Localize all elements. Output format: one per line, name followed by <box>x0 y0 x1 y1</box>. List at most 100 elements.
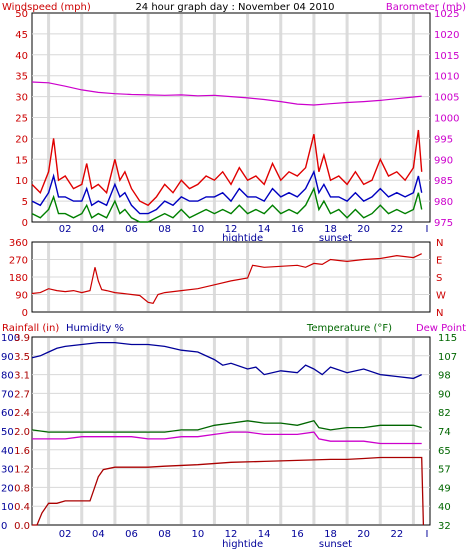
barometer-tick-label: 1015 <box>434 51 459 62</box>
x-tick-label: 02 <box>59 224 72 235</box>
barometer-tick-label: 1010 <box>434 72 459 83</box>
windspeed-tick-label: 10 <box>15 176 28 187</box>
humidity-tick-label: 80 <box>1 371 14 382</box>
sunset-annotation: sunset <box>319 233 352 244</box>
x-tick-label: 06 <box>125 224 138 235</box>
temperature-tick-label: 82 <box>438 408 451 419</box>
rainfall-tick-label: 0.4 <box>14 502 30 513</box>
x-tick-label: 10 <box>191 224 204 235</box>
barometer-tick-label: 1005 <box>434 93 459 104</box>
x-tick-label: 18 <box>324 529 337 540</box>
compass-tick-label: S <box>436 273 442 284</box>
temperature-tick-label: 115 <box>438 333 457 344</box>
temperature-tick-label: 32 <box>438 521 451 532</box>
humidity-tick-label: 40 <box>1 446 14 457</box>
humidity-axis-label: Humidity % <box>66 323 124 334</box>
rainfall-tick-label: 2.0 <box>14 427 30 438</box>
chart-title: 24 hour graph day : November 04 2010 <box>135 2 334 13</box>
direction-tick-label: 180 <box>9 273 28 284</box>
x-tick-label: 20 <box>357 529 370 540</box>
barometer-axis-label: Barometer (mb) <box>386 2 466 13</box>
x-tick-label: 02 <box>59 529 72 540</box>
windspeed-tick-label: 25 <box>15 114 28 125</box>
windspeed-axis-label: Windspeed (mph) <box>2 2 91 13</box>
x-tick-label: 14 <box>258 224 271 235</box>
x-tick-label: 10 <box>191 529 204 540</box>
x-tick-label: 22 <box>390 529 403 540</box>
humidity-tick-label: 60 <box>1 408 14 419</box>
rainfall-tick-label: 0.0 <box>14 521 30 532</box>
x-tick-label: 08 <box>158 224 171 235</box>
series-dewpoint-line <box>32 431 422 445</box>
rainfall-tick-label: 1.2 <box>14 465 30 476</box>
temperature-tick-label: 57 <box>438 465 451 476</box>
series-min-line <box>31 186 423 223</box>
rainfall-tick-label: 3.5 <box>14 352 30 363</box>
x-tick-label: 20 <box>357 224 370 235</box>
series-rain-line <box>32 456 425 526</box>
temperature-axis-label: Temperature (°F) <box>306 323 392 334</box>
temperature-tick-label: 65 <box>438 446 451 457</box>
series-gust-line <box>31 129 423 207</box>
humidity-tick-label: 90 <box>1 352 14 363</box>
compass-tick-label: E <box>436 256 442 267</box>
sunset-annotation: sunset <box>319 539 352 550</box>
compass-tick-label: N <box>436 308 443 319</box>
humidity-tick-label: 50 <box>1 427 14 438</box>
end-marker: I <box>426 529 429 540</box>
windspeed-tick-label: 0 <box>22 218 28 229</box>
compass-tick-label: W <box>436 291 446 302</box>
barometer-tick-label: 980 <box>434 197 453 208</box>
x-tick-label: 12 <box>225 224 238 235</box>
dewpoint-axis-label: Dew Point <box>416 323 466 334</box>
series-average-line <box>31 169 423 215</box>
hightide-annotation: hightide <box>222 539 263 550</box>
humidity-temperature-panel: Rainfall (in) Humidity % Temperature (°F) D… <box>1 323 466 550</box>
windspeed-tick-label: 35 <box>15 72 28 83</box>
windspeed-tick-label: 20 <box>15 134 28 145</box>
humidity-tick-label: 30 <box>1 465 14 476</box>
humidity-tick-label: 20 <box>1 483 14 494</box>
direction-tick-label: 0 <box>22 308 28 319</box>
x-tick-label: 16 <box>291 224 304 235</box>
windspeed-tick-label: 30 <box>15 93 28 104</box>
rainfall-tick-label: 3.9 <box>14 333 30 344</box>
humidity-tick-label: 100 <box>1 333 20 344</box>
direction-tick-label: 270 <box>9 256 28 267</box>
windspeed-tick-label: 40 <box>15 51 28 62</box>
windspeed-tick-label: 5 <box>22 197 28 208</box>
rainfall-tick-label: 0.8 <box>14 483 30 494</box>
x-tick-label: 14 <box>258 529 271 540</box>
x-tick-label: 04 <box>92 224 105 235</box>
windspeed-tick-label: 50 <box>15 9 28 20</box>
barometer-tick-label: 975 <box>434 218 453 229</box>
temperature-tick-label: 49 <box>438 483 451 494</box>
x-tick-label: 18 <box>324 224 337 235</box>
rainfall-tick-label: 2.7 <box>14 389 30 400</box>
compass-tick-label: N <box>436 238 443 249</box>
x-tick-label: 12 <box>225 529 238 540</box>
hightide-annotation: hightide <box>222 233 263 244</box>
temperature-tick-label: 74 <box>438 427 451 438</box>
temperature-tick-label: 98 <box>438 371 451 382</box>
x-tick-label: 16 <box>291 529 304 540</box>
series-direction-line <box>31 253 422 304</box>
series-humidity-line <box>31 341 422 380</box>
rainfall-tick-label: 1.6 <box>14 446 30 457</box>
wind-barometer-panel: 0510152025303540455097598098599099510001… <box>2 2 466 244</box>
series-temperature-line <box>31 420 422 433</box>
barometer-tick-label: 1025 <box>434 9 459 20</box>
direction-tick-label: 360 <box>9 238 28 249</box>
x-tick-label: 04 <box>92 529 105 540</box>
windspeed-tick-label: 45 <box>15 30 28 41</box>
end-marker: I <box>426 224 429 235</box>
humidity-tick-label: 0 <box>1 521 7 532</box>
barometer-tick-label: 1020 <box>434 30 459 41</box>
barometer-tick-label: 1000 <box>434 114 459 125</box>
barometer-tick-label: 990 <box>434 155 453 166</box>
rainfall-axis-label: Rainfall (in) <box>2 323 59 334</box>
series-barometer-line <box>31 81 422 106</box>
x-tick-label: 22 <box>390 224 403 235</box>
